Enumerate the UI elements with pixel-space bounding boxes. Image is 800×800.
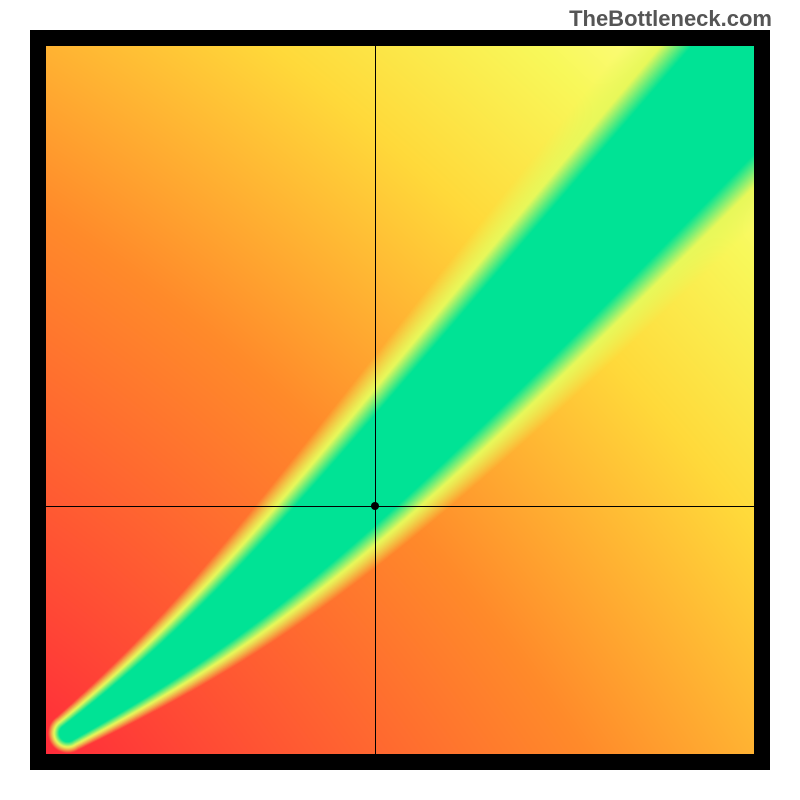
crosshair-vertical	[375, 46, 376, 754]
watermark-text: TheBottleneck.com	[569, 6, 772, 32]
heatmap-canvas	[46, 46, 754, 754]
bottleneck-heatmap	[30, 30, 770, 770]
marker-dot	[371, 502, 379, 510]
crosshair-horizontal	[46, 506, 754, 507]
plot-area	[46, 46, 754, 754]
